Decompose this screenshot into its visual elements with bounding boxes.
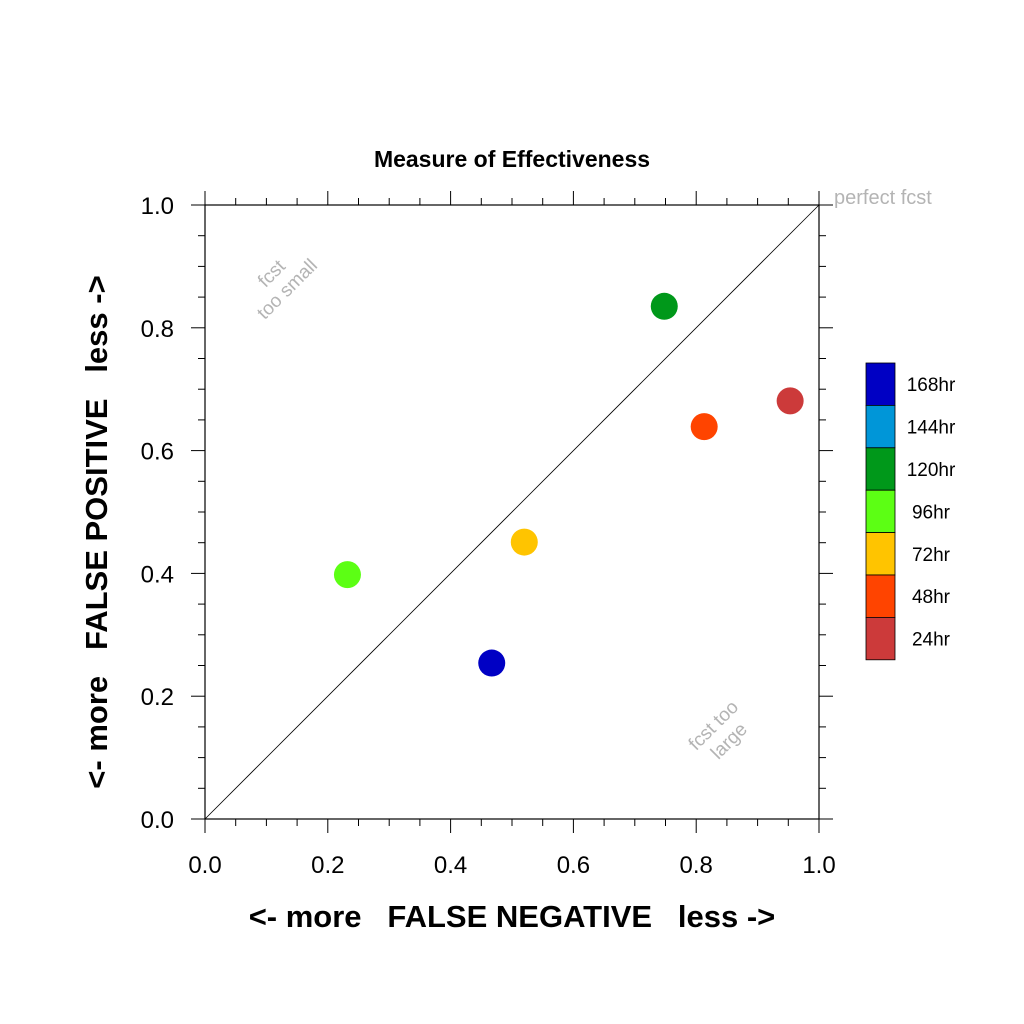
legend-label-144hr: 144hr xyxy=(907,418,956,439)
point-24hr xyxy=(776,387,804,415)
x-tick-label: 1.0 xyxy=(802,852,835,879)
legend-label-96hr: 96hr xyxy=(912,502,951,523)
annotation-fcst-too-small: fcst too small xyxy=(253,255,322,324)
legend-label-72hr: 72hr xyxy=(912,545,951,566)
x-tick-label: 0.8 xyxy=(680,852,713,879)
annotation-fcst-too-large: fcst too large xyxy=(685,697,752,764)
y-tick-label: 0.8 xyxy=(141,316,174,343)
y-tick-label: 0.6 xyxy=(141,439,174,466)
chart-title: Measure of Effectiveness xyxy=(374,146,650,172)
point-96hr xyxy=(333,561,361,589)
x-tick-labels: 0.0 0.2 0.4 0.6 0.8 1.0 xyxy=(188,852,835,879)
legend-swatch-96hr xyxy=(865,489,896,534)
legend-swatch-144hr xyxy=(865,404,896,449)
annotation-perfect-fcst: perfect fcst xyxy=(834,187,932,209)
legend-label-24hr: 24hr xyxy=(912,630,951,651)
point-168hr xyxy=(478,649,506,677)
y-tick-label: 1.0 xyxy=(141,193,174,220)
legend-label-48hr: 48hr xyxy=(912,587,951,608)
legend-swatch-72hr xyxy=(865,532,896,576)
legend-swatch-120hr xyxy=(865,447,896,491)
x-tick-label: 0.4 xyxy=(434,852,467,879)
legend-swatch-48hr xyxy=(865,574,896,618)
x-tick-label: 0.2 xyxy=(311,852,344,879)
annotation-too-small-line2: too small xyxy=(253,255,322,324)
x-axis-title: <- more FALSE NEGATIVE less -> xyxy=(249,899,776,934)
legend-swatch-24hr xyxy=(865,617,896,661)
axis-ticks xyxy=(191,191,833,833)
legend-label-168hr: 168hr xyxy=(907,375,956,396)
y-tick-label: 0.0 xyxy=(141,807,174,834)
y-tick-label: 0.2 xyxy=(141,684,174,711)
y-axis-title: <- more FALSE POSITIVE less -> xyxy=(79,275,114,788)
data-points xyxy=(333,292,804,677)
plot-frame xyxy=(204,204,820,820)
point-120hr xyxy=(650,292,678,320)
x-tick-label: 0.6 xyxy=(557,852,590,879)
point-72hr xyxy=(510,528,538,556)
legend-label-120hr: 120hr xyxy=(907,460,956,481)
point-48hr xyxy=(690,413,718,441)
legend: 168hr 144hr 120hr 96hr 72hr 48hr 24hr xyxy=(865,362,956,661)
y-tick-labels: 0.0 0.2 0.4 0.6 0.8 1.0 xyxy=(141,193,174,834)
x-tick-label: 0.0 xyxy=(188,852,221,879)
y-tick-label: 0.4 xyxy=(141,561,174,588)
perfect-forecast-diagonal xyxy=(204,204,820,820)
legend-swatch-168hr xyxy=(865,362,896,406)
